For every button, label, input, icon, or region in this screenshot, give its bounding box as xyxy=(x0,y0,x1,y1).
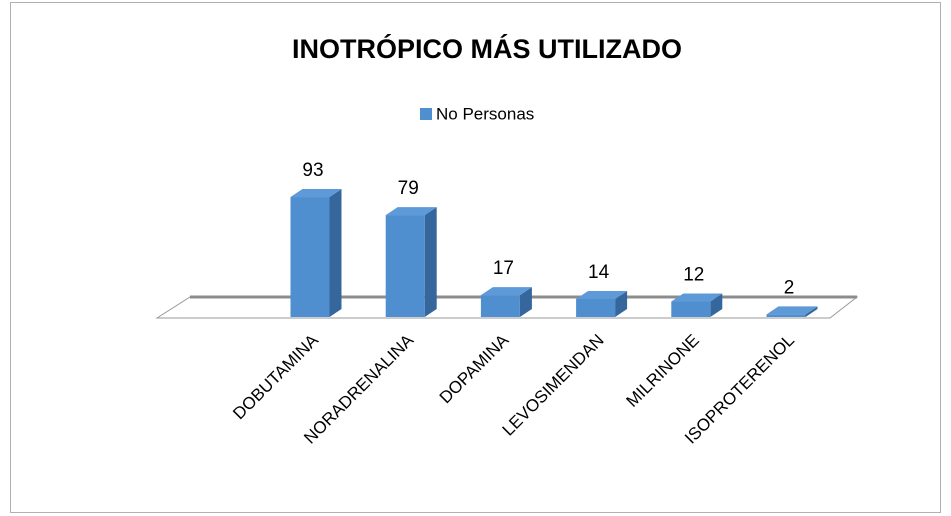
bar xyxy=(671,301,711,317)
value-label: 93 xyxy=(302,160,323,181)
legend-swatch xyxy=(420,108,432,120)
bar xyxy=(290,197,330,317)
bar xyxy=(385,215,425,317)
bar-side xyxy=(424,207,437,317)
bar-top xyxy=(576,290,628,299)
chart-frame xyxy=(10,2,941,513)
bar-top xyxy=(290,189,342,198)
bar-side xyxy=(329,189,342,317)
bar xyxy=(766,314,806,317)
bar xyxy=(576,298,616,317)
value-label: 14 xyxy=(588,262,610,283)
bar-top xyxy=(480,287,532,296)
bar-side xyxy=(519,287,532,317)
value-label: 17 xyxy=(493,258,514,279)
bar-top xyxy=(385,207,437,216)
bar-side xyxy=(615,290,628,317)
bar-side xyxy=(805,306,818,317)
bar-top xyxy=(766,306,818,315)
value-label: 12 xyxy=(683,265,704,286)
bar xyxy=(480,295,520,317)
legend-label: No Personas xyxy=(436,104,534,123)
value-label: 2 xyxy=(784,277,795,298)
bar-side xyxy=(710,293,723,317)
chart-title: INOTRÓPICO MÁS UTILIZADO xyxy=(292,33,682,64)
bar-top xyxy=(671,293,723,302)
value-label: 79 xyxy=(398,178,419,199)
